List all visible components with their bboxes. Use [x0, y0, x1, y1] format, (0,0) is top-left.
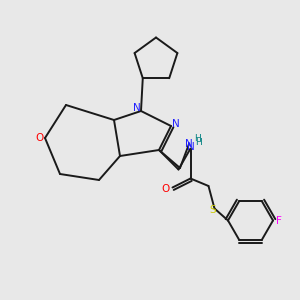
Text: O: O	[35, 133, 43, 143]
Text: H: H	[194, 134, 201, 143]
Text: N: N	[185, 139, 193, 149]
Text: H: H	[195, 138, 202, 147]
Text: N: N	[187, 142, 194, 152]
Text: N: N	[133, 103, 140, 113]
Text: F: F	[276, 216, 282, 226]
Text: S: S	[210, 205, 216, 215]
Text: O: O	[162, 184, 170, 194]
Text: N: N	[172, 118, 179, 129]
